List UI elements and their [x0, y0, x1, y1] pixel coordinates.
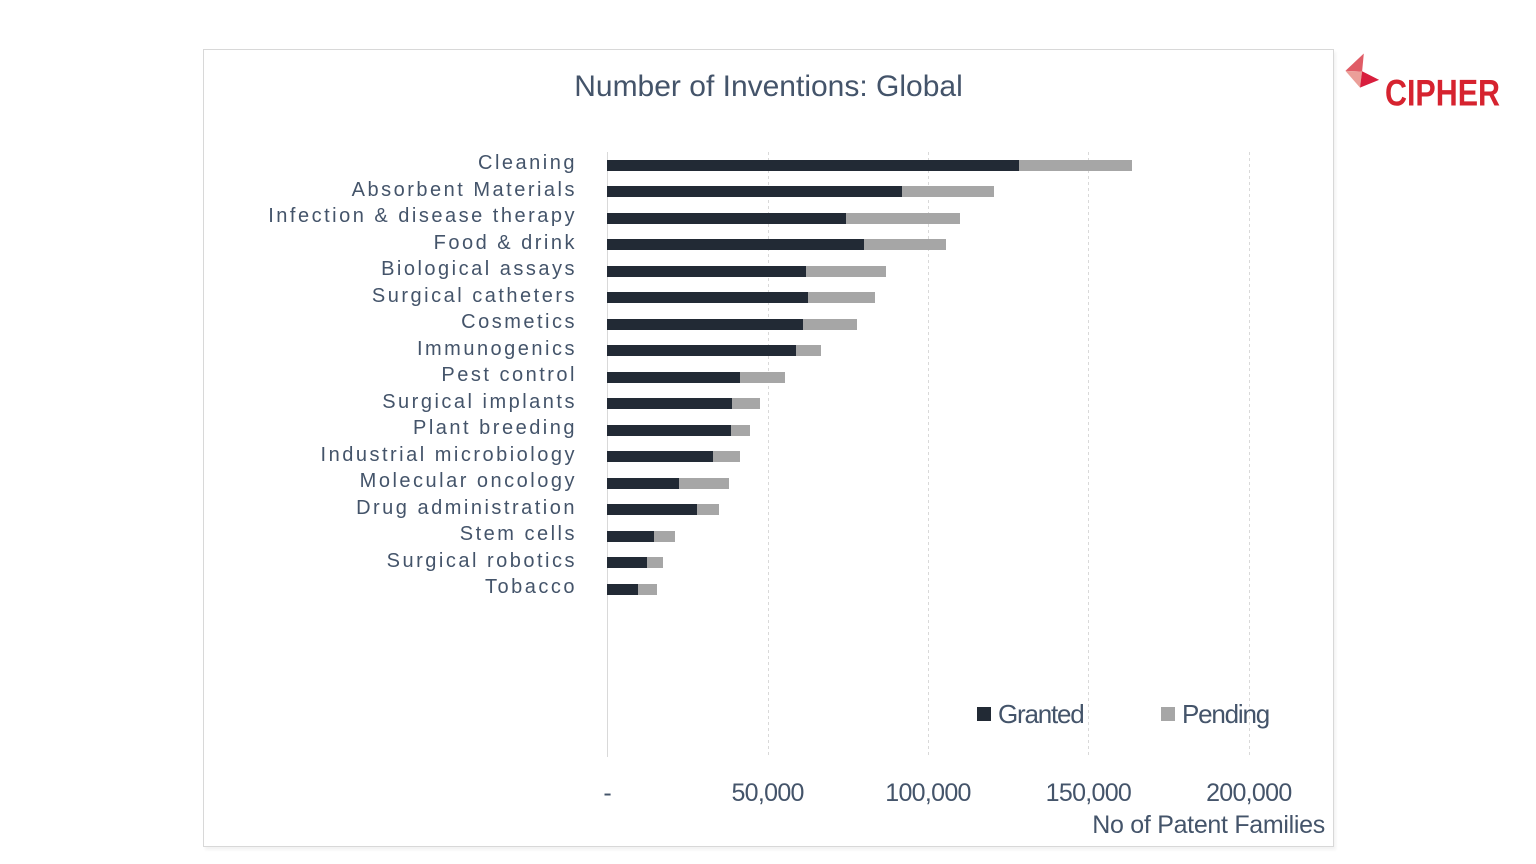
chart-panel — [203, 49, 1334, 847]
logo-arrow-left-triangle — [1345, 70, 1363, 88]
logo-arrow-right-triangle — [1360, 71, 1380, 88]
legend-item-granted: Granted — [977, 699, 1085, 729]
logo-arrow-top-triangle — [1345, 53, 1364, 72]
legend-label-granted: Granted — [998, 699, 1085, 729]
legend-swatch-granted — [977, 707, 991, 721]
cipher-logo: CIPHER — [1345, 53, 1500, 111]
legend-item-pending: Pending — [1161, 699, 1270, 729]
logo-brand-text: CIPHER — [1385, 73, 1500, 111]
legend-label-pending: Pending — [1182, 699, 1270, 729]
legend-swatch-pending — [1161, 707, 1175, 721]
chart-title: Number of Inventions: Global — [574, 70, 963, 103]
x-axis-title: No of Patent Families — [1092, 811, 1325, 839]
